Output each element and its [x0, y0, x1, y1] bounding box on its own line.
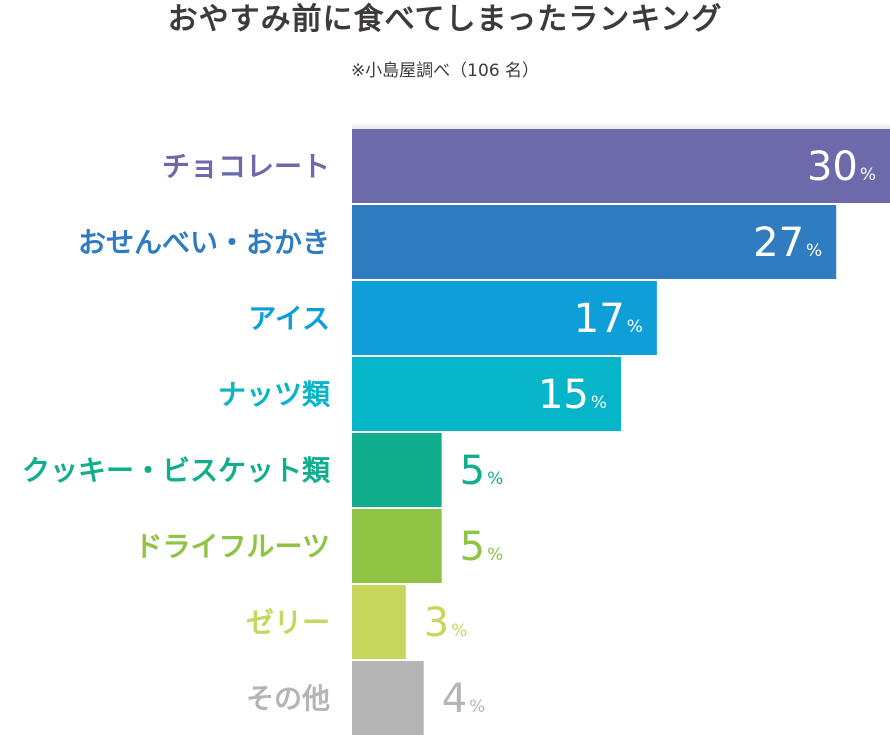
- value-label: 15%: [538, 372, 607, 418]
- category-label: ゼリー: [246, 606, 330, 639]
- bar-1: [352, 129, 890, 203]
- category-label: ナッツ類: [218, 378, 331, 411]
- value-label: 4%: [442, 676, 486, 722]
- value-unit: %: [487, 469, 503, 489]
- value-unit: %: [469, 697, 485, 717]
- value-number: 4: [442, 676, 467, 722]
- chart-title: おやすみ前に食べてしまったランキング: [167, 2, 723, 37]
- category-label: クッキー・ビスケット類: [22, 454, 331, 487]
- value-unit: %: [627, 317, 643, 337]
- chart-top-shadow: [352, 123, 890, 129]
- value-unit: %: [451, 621, 467, 641]
- value-label: 27%: [753, 220, 822, 266]
- bar-4: [352, 357, 621, 431]
- value-number: 3: [424, 600, 449, 646]
- category-label: おせんべい・おかき: [78, 226, 330, 259]
- value-number: 30: [807, 144, 858, 190]
- value-number: 15: [538, 372, 589, 418]
- bar-8: [352, 661, 424, 735]
- value-unit: %: [860, 165, 876, 185]
- bar-3: [352, 281, 657, 355]
- value-label: 17%: [574, 296, 643, 342]
- bar-7: [352, 585, 406, 659]
- value-label: 3%: [424, 600, 468, 646]
- value-label: 5%: [460, 448, 504, 494]
- category-label: その他: [246, 682, 330, 715]
- value-label: 30%: [807, 144, 876, 190]
- value-label: 5%: [460, 524, 504, 570]
- value-unit: %: [591, 393, 607, 413]
- category-label: アイス: [248, 302, 330, 335]
- value-number: 27: [753, 220, 804, 266]
- bar-2: [352, 205, 837, 279]
- value-number: 5: [460, 448, 485, 494]
- value-unit: %: [806, 241, 822, 261]
- category-label: ドライフルーツ: [135, 530, 330, 563]
- chart-subtitle: ※小島屋調べ（106 名）: [350, 61, 540, 81]
- bar-5: [352, 433, 442, 507]
- value-number: 17: [574, 296, 625, 342]
- value-unit: %: [487, 545, 503, 565]
- category-label: チョコレート: [162, 150, 330, 183]
- bar-6: [352, 509, 442, 583]
- value-number: 5: [460, 524, 485, 570]
